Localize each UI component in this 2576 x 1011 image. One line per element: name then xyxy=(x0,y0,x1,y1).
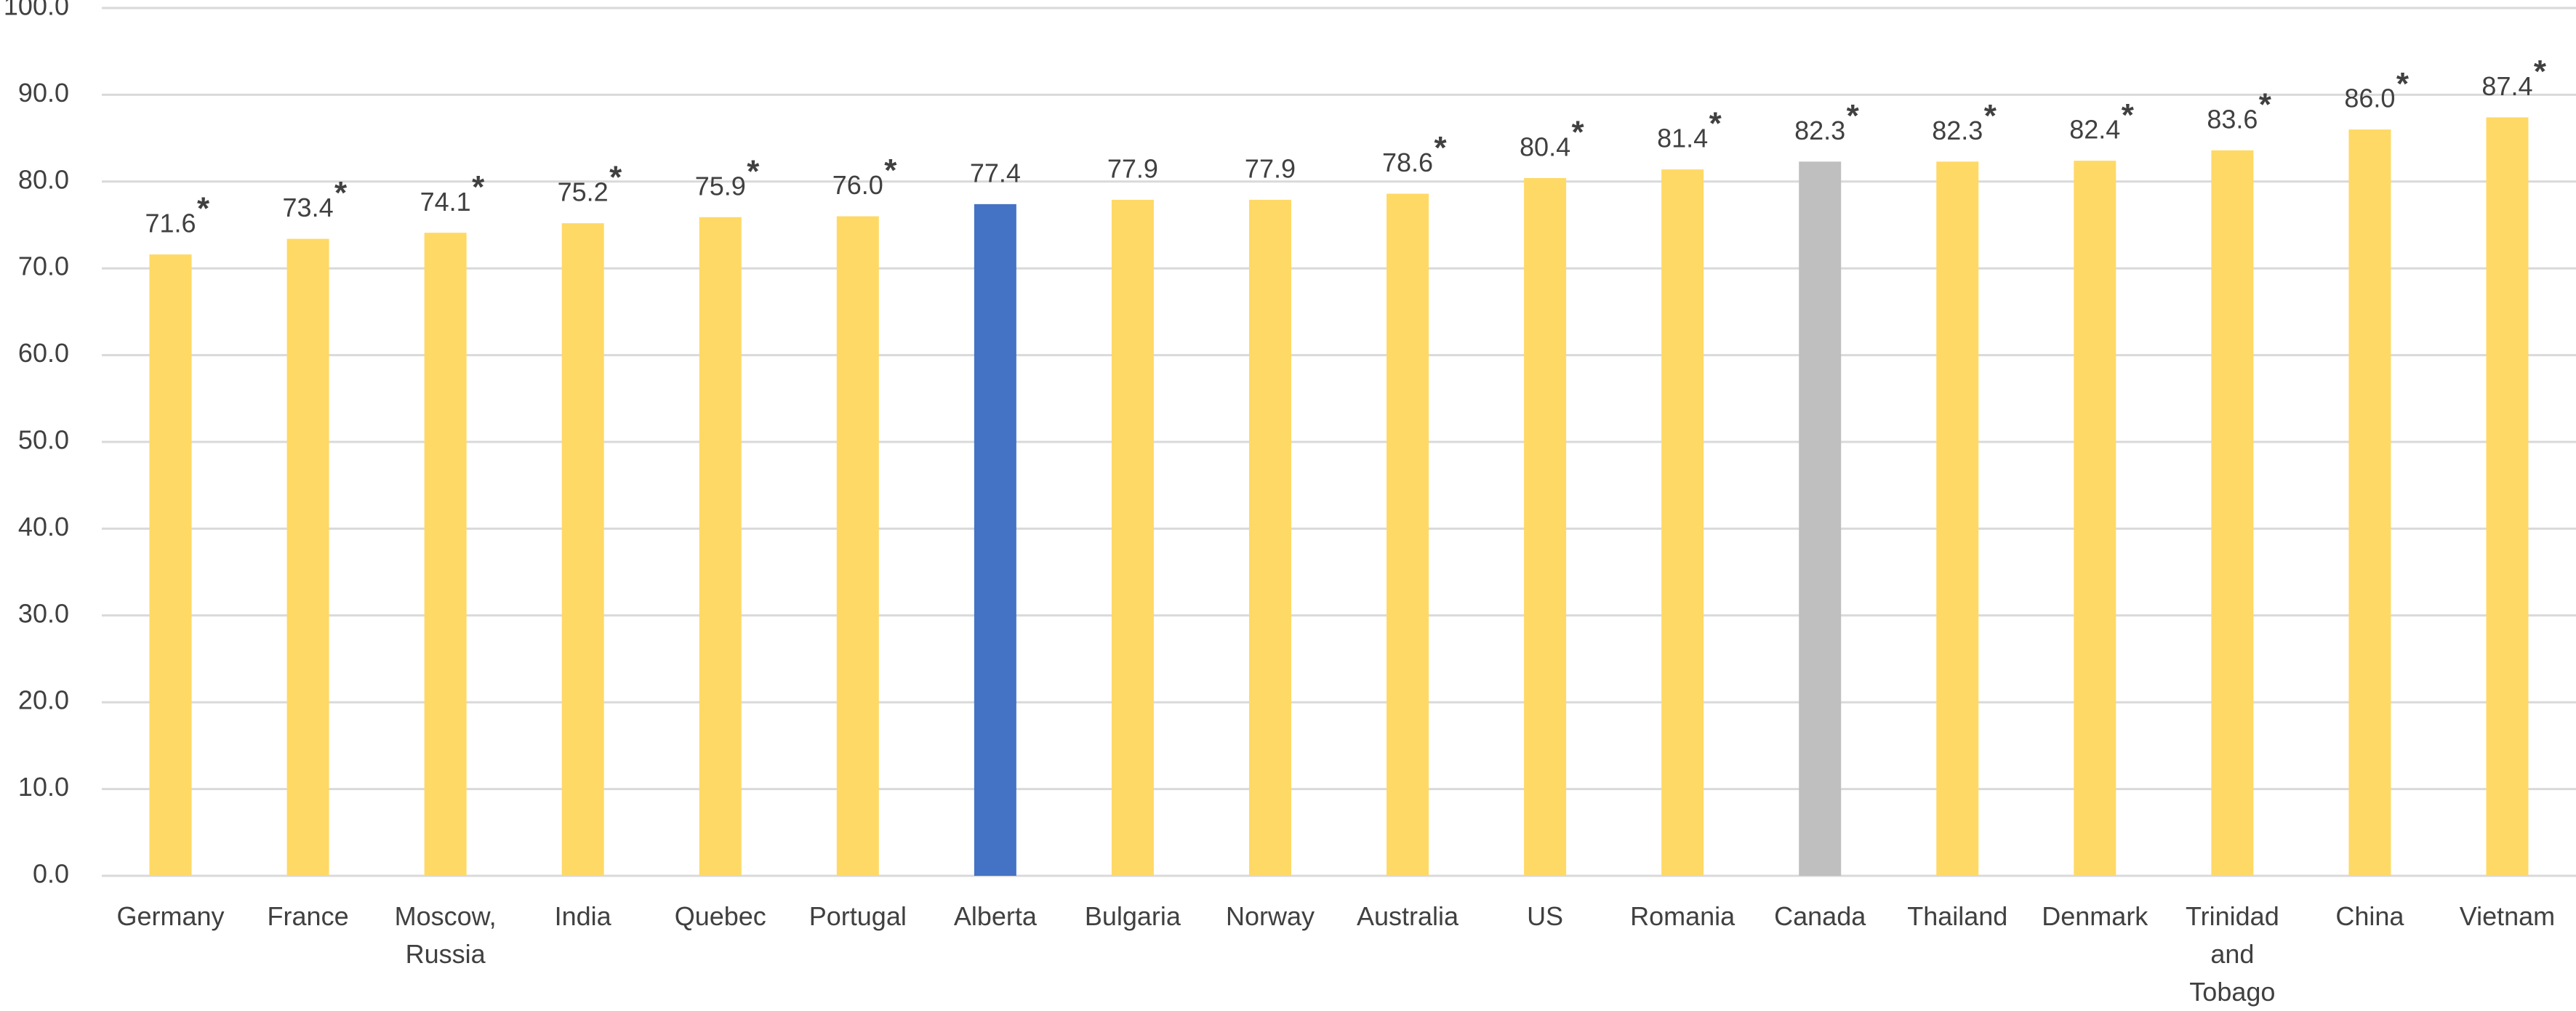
value-label: 71.6 xyxy=(145,209,196,238)
value-label: 82.4 xyxy=(2069,115,2120,145)
x-tick-label: Alberta xyxy=(953,901,1037,931)
value-label: 77.9 xyxy=(1107,153,1158,183)
bar xyxy=(1387,193,1429,876)
x-tick-label: France xyxy=(267,901,349,931)
y-tick-label: 10.0 xyxy=(18,772,69,802)
bar xyxy=(2348,129,2391,876)
x-tick-label: Quebec xyxy=(674,901,766,931)
significance-marker: * xyxy=(2396,66,2410,102)
significance-marker: * xyxy=(1572,115,1585,150)
x-tick-label: Australia xyxy=(1356,901,1459,931)
significance-marker: * xyxy=(1984,98,1997,134)
bar xyxy=(1111,199,1154,876)
x-tick-label: China xyxy=(2335,901,2404,931)
bar xyxy=(974,204,1016,876)
significance-marker: * xyxy=(609,160,622,196)
x-tick-label: Trinidad and Tobago xyxy=(2185,901,2279,1007)
value-label: 86.0 xyxy=(2344,84,2395,113)
value-label: 82.3 xyxy=(1932,116,1983,145)
value-label: 83.6 xyxy=(2207,104,2258,134)
bar xyxy=(1661,169,1704,877)
value-label: 78.6 xyxy=(1382,148,1433,177)
x-tick-label: Thailand xyxy=(1907,901,2008,931)
x-tick-label: Norway xyxy=(1225,901,1315,931)
bar xyxy=(424,233,467,877)
x-tick-label: US xyxy=(1527,901,1564,931)
bar xyxy=(699,217,742,876)
significance-marker: * xyxy=(2259,86,2272,122)
bar xyxy=(2211,150,2254,877)
value-label: 87.4 xyxy=(2481,71,2532,101)
bar xyxy=(2074,161,2116,877)
x-tick-label: Denmark xyxy=(2042,901,2148,931)
value-label: 80.4 xyxy=(1520,132,1570,162)
bar xyxy=(1799,161,1842,876)
x-tick-label: Romania xyxy=(1630,901,1736,931)
bar xyxy=(1936,161,1979,876)
significance-marker: * xyxy=(472,169,485,205)
bar xyxy=(561,223,604,876)
significance-marker: * xyxy=(884,153,897,188)
value-label: 76.0 xyxy=(832,170,883,200)
x-tick-label: Vietnam xyxy=(2459,901,2556,931)
value-label: 75.9 xyxy=(695,171,746,201)
y-tick-label: 90.0 xyxy=(18,78,69,108)
bar xyxy=(836,216,879,876)
value-label: 77.9 xyxy=(1245,153,1296,183)
y-tick-label: 20.0 xyxy=(18,685,69,715)
significance-marker: * xyxy=(1847,98,1860,134)
x-tick-label: Portugal xyxy=(808,901,907,931)
significance-marker: * xyxy=(197,191,210,227)
significance-marker: * xyxy=(334,175,348,211)
bar xyxy=(1524,178,1567,877)
bar xyxy=(1248,199,1291,876)
x-tick-label: Moscow, Russia xyxy=(394,901,497,969)
y-tick-label: 0.0 xyxy=(33,859,69,889)
value-label: 82.3 xyxy=(1794,116,1845,145)
significance-marker: * xyxy=(1709,106,1722,142)
significance-marker: * xyxy=(2122,97,2135,133)
x-tick-label: Bulgaria xyxy=(1084,901,1181,931)
significance-marker: * xyxy=(2534,54,2547,89)
value-label: 73.4 xyxy=(283,193,334,222)
y-tick-label: 100.0 xyxy=(4,0,69,21)
value-label: 74.1 xyxy=(420,187,471,217)
value-label: 81.4 xyxy=(1657,124,1708,153)
value-label: 77.4 xyxy=(970,158,1021,188)
value-label: 75.2 xyxy=(558,177,609,207)
x-tick-label: India xyxy=(554,901,611,931)
x-tick-label: Canada xyxy=(1774,901,1866,931)
y-tick-label: 50.0 xyxy=(18,425,69,455)
y-tick-label: 30.0 xyxy=(18,598,69,628)
significance-marker: * xyxy=(747,153,760,189)
significance-marker: * xyxy=(1434,130,1447,166)
y-tick-label: 80.0 xyxy=(18,164,69,194)
bar xyxy=(2486,117,2529,877)
y-tick-label: 60.0 xyxy=(18,338,69,368)
y-tick-label: 70.0 xyxy=(18,251,69,281)
x-tick-label: Germany xyxy=(116,901,225,931)
bar xyxy=(149,254,192,876)
bar xyxy=(286,238,329,876)
y-tick-label: 40.0 xyxy=(18,512,69,541)
